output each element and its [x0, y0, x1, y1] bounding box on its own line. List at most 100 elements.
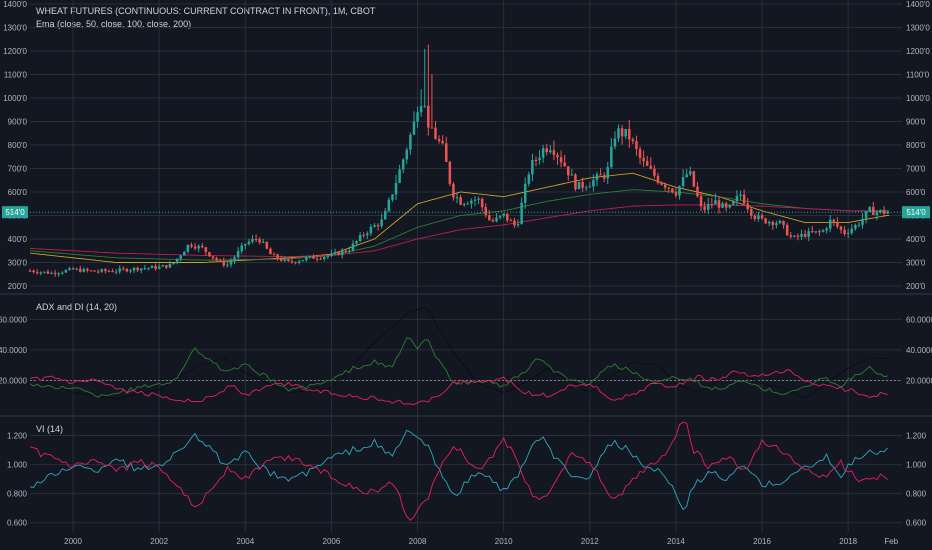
- candle-body: [179, 255, 182, 259]
- time-tick-label: 2008: [409, 537, 427, 546]
- candle-body: [836, 221, 839, 227]
- candle-body: [125, 268, 129, 272]
- candle-body: [412, 121, 416, 135]
- candle-body: [771, 221, 775, 226]
- candle-body: [523, 183, 527, 203]
- price-axis-label-left: 1200'0: [3, 47, 27, 56]
- candle-body: [563, 162, 566, 167]
- candle-body: [437, 139, 441, 142]
- candle-body: [272, 254, 276, 256]
- last-price-label: 514'0: [906, 208, 926, 217]
- candle-body: [218, 260, 222, 262]
- candle-body: [757, 215, 760, 220]
- candle-body: [190, 244, 193, 247]
- candle-body: [473, 199, 477, 201]
- vi-legend: VI (14): [36, 424, 64, 434]
- candle-body: [247, 241, 251, 245]
- candle-body: [215, 258, 218, 261]
- candle-body: [753, 215, 757, 220]
- candle-body: [724, 203, 728, 208]
- candle-body: [710, 204, 714, 206]
- candle-body: [46, 271, 50, 274]
- price-axis-label-right: 900'0: [906, 118, 926, 127]
- candle-body: [574, 174, 577, 190]
- vi-axis-label-right: 1.000: [906, 461, 927, 470]
- candle-body: [61, 272, 64, 274]
- candle-body: [592, 180, 595, 187]
- candle-body: [193, 246, 197, 249]
- candle-body: [57, 273, 60, 275]
- candle-body: [491, 220, 495, 222]
- candle-body: [850, 228, 854, 233]
- candle-body: [588, 186, 592, 188]
- adx-axis-label-left: 60.0000: [0, 315, 28, 324]
- candle-body: [545, 148, 548, 153]
- candle-body: [28, 270, 32, 272]
- candle-body: [803, 233, 807, 237]
- candle-body: [498, 215, 502, 218]
- candle-body: [391, 194, 394, 200]
- candle-body: [742, 194, 746, 204]
- candle-body: [35, 272, 39, 274]
- candle-body: [143, 268, 147, 270]
- candle-body: [696, 186, 699, 197]
- candle-body: [283, 259, 287, 261]
- price-axis-label-left: 300'0: [8, 259, 28, 268]
- candle-body: [886, 212, 889, 214]
- price-axis-label-right: 400'0: [906, 235, 926, 244]
- candle-body: [222, 260, 226, 266]
- time-tick-label: 2002: [150, 537, 168, 546]
- price-axis-label-left: 1100'0: [4, 71, 28, 80]
- candle-body: [660, 182, 663, 185]
- candle-body: [728, 204, 732, 208]
- time-tick-label: 2018: [839, 537, 857, 546]
- candle-body: [818, 231, 821, 233]
- price-axis-label-right: 1200'0: [906, 47, 930, 56]
- candle-body: [714, 200, 717, 205]
- candle-body: [168, 263, 172, 268]
- candle-body: [864, 211, 868, 219]
- candle-body: [236, 251, 240, 258]
- candle-body: [595, 174, 599, 181]
- candle-body: [879, 210, 882, 213]
- candle-body: [183, 251, 186, 256]
- candle-body: [53, 272, 57, 275]
- candle-body: [254, 238, 258, 240]
- candle-body: [764, 218, 767, 224]
- time-tick-label: 2000: [64, 537, 82, 546]
- candle-body: [581, 181, 584, 188]
- candle-body: [825, 228, 828, 231]
- candle-body: [509, 220, 513, 222]
- candle-body: [828, 219, 832, 229]
- candle-body: [843, 229, 846, 234]
- candle-body: [717, 200, 721, 208]
- candle-body: [122, 268, 125, 270]
- price-axis-label-right: 1100'0: [906, 71, 930, 80]
- candle-body: [796, 235, 800, 237]
- vi-axis-label-left: 0.600: [7, 519, 28, 528]
- candle-body: [692, 171, 696, 187]
- vi-axis-label-left: 0.800: [7, 490, 28, 499]
- candle-body: [276, 254, 279, 259]
- adx-axis-label-left: 40.0000: [0, 346, 28, 355]
- candle-body: [430, 127, 434, 129]
- candle-body: [455, 197, 459, 199]
- candle-body: [398, 169, 401, 183]
- candle-body: [448, 161, 452, 184]
- candle-body: [358, 235, 362, 242]
- candle-body: [674, 192, 678, 196]
- candle-body: [642, 157, 645, 162]
- candle-body: [527, 174, 531, 184]
- candle-body: [599, 174, 602, 176]
- candle-body: [699, 196, 703, 207]
- candle-body: [340, 250, 344, 256]
- candle-body: [868, 207, 871, 212]
- candle-body: [678, 186, 681, 196]
- candle-body: [656, 175, 660, 183]
- candle-body: [516, 224, 520, 226]
- candle-body: [197, 245, 200, 249]
- adx-axis-label-left: 20.0000: [0, 376, 28, 385]
- candle-body: [577, 181, 581, 190]
- last-price-badge: [902, 206, 930, 219]
